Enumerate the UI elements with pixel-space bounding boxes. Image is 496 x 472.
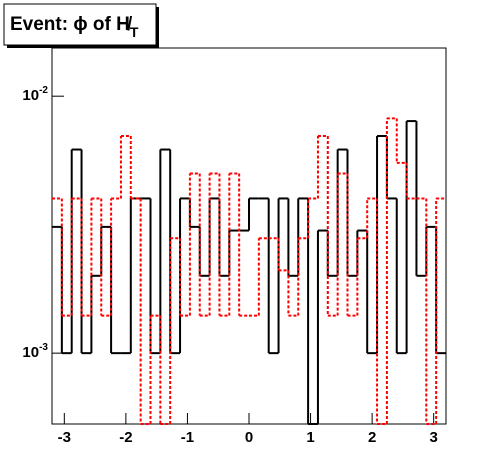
x-tick-label: -1 <box>181 429 194 446</box>
y-tick-exponent: -2 <box>39 85 48 96</box>
x-tick-label: 0 <box>245 429 253 446</box>
x-tick-label: -2 <box>119 429 132 446</box>
y-tick-exponent: -3 <box>39 342 48 353</box>
y-tick-base: 10 <box>22 87 39 104</box>
y-tick-base: 10 <box>22 344 39 361</box>
y-tick-label: 10-2 <box>22 85 48 104</box>
x-tick-label: 1 <box>306 429 314 446</box>
x-tick-label: -3 <box>58 429 71 446</box>
x-tick-label: 3 <box>430 429 438 446</box>
chart-title: Event: ϕ of H̸T <box>10 14 139 40</box>
title-box <box>3 3 157 46</box>
y-tick-label: 10-3 <box>22 342 48 361</box>
x-tick-label: 2 <box>368 429 376 446</box>
